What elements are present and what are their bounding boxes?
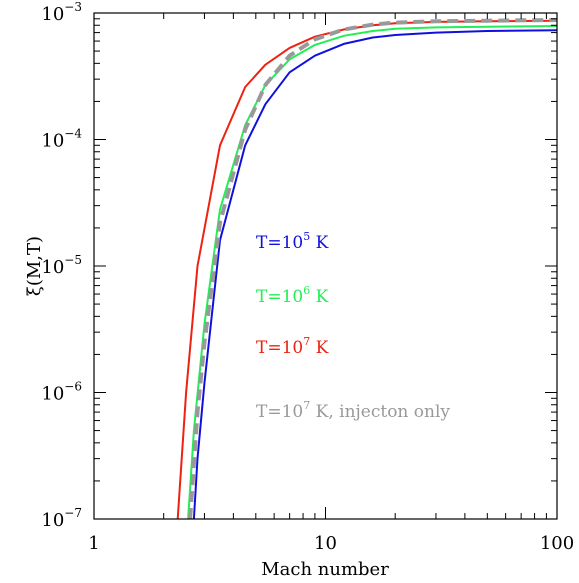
series-line-1 [192, 29, 557, 519]
axes-layer [93, 12, 558, 520]
y-tick-label: 10−7 [41, 506, 82, 531]
legend-label-4: T=107 K, injecton only [256, 399, 450, 422]
legend-label-3: T=107 K [256, 335, 329, 358]
series-line-2 [187, 25, 557, 519]
series-layer [176, 18, 557, 519]
x-tick-label: 1 [88, 533, 99, 554]
plot-frame [93, 12, 558, 520]
legend-label-1: T=105 K [256, 230, 329, 253]
y-tick-label: 10−4 [41, 127, 82, 152]
y-tick-label: 10−5 [41, 253, 82, 278]
legend-label-2: T=106 K [256, 284, 329, 307]
tick-labels-layer: 1 10 100 10−7 10−6 10−5 10−4 10−3 [41, 0, 574, 554]
y-tick-label: 10−6 [41, 380, 82, 405]
legend: T=105 K T=106 K T=107 K T=107 K, injecton o… [256, 230, 450, 422]
x-axis-title: Mach number [261, 559, 389, 580]
series-line-3 [176, 19, 557, 519]
x-tick-label: 100 [540, 533, 574, 554]
series-line-4 [188, 18, 557, 519]
x-tick-label: 10 [314, 533, 337, 554]
y-axis-title: ξ(M,T) [24, 236, 45, 296]
y-tick-label: 10−3 [41, 0, 82, 25]
